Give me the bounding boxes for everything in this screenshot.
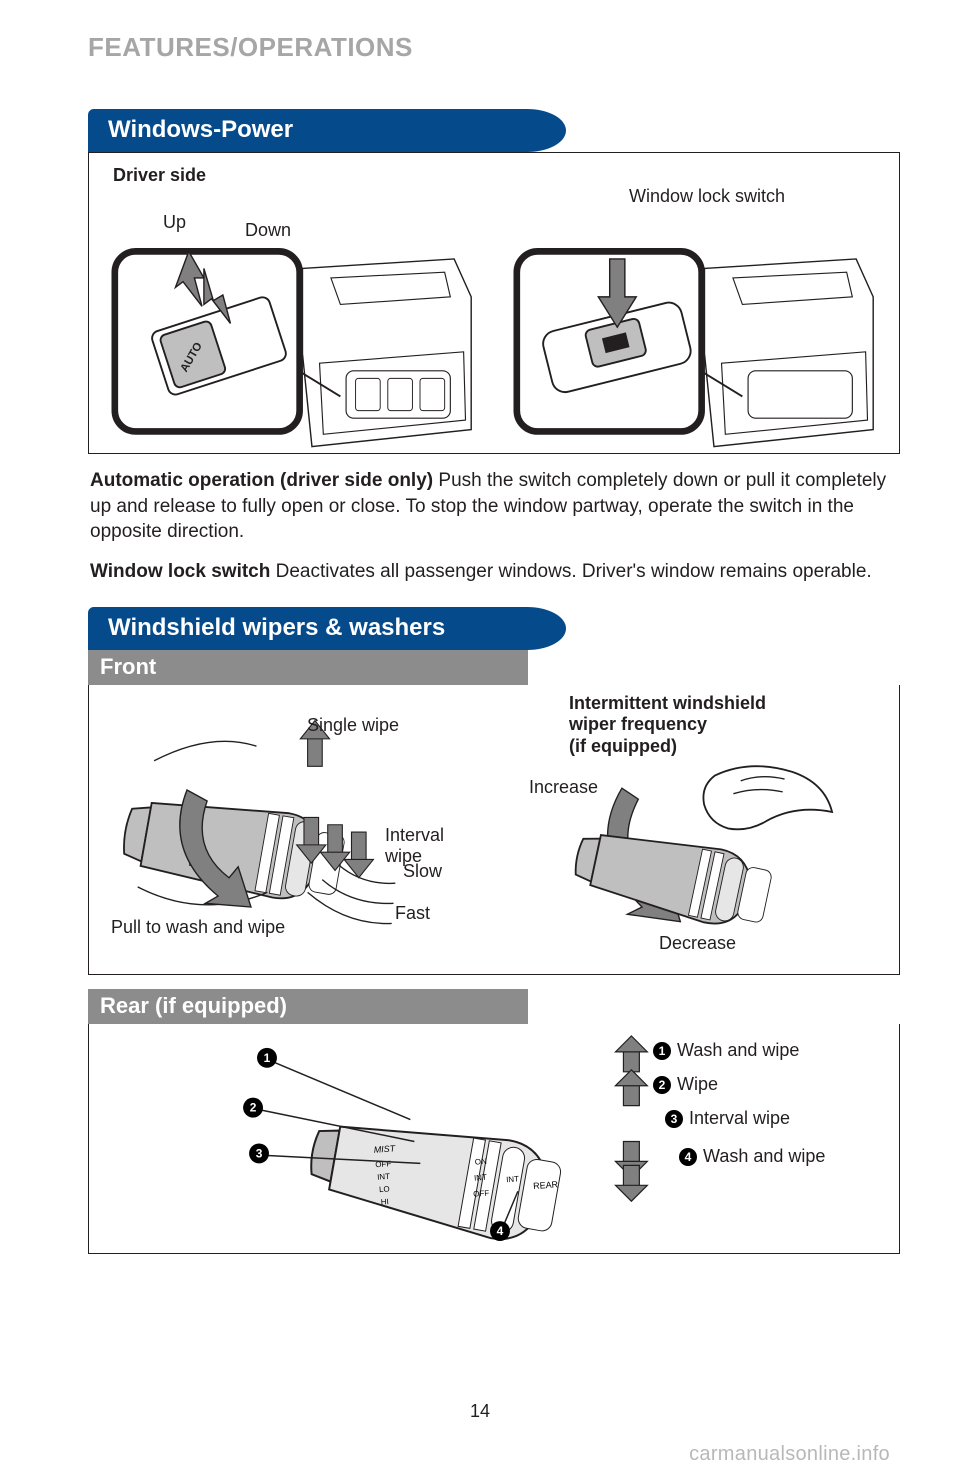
label-single-wipe: Single wipe bbox=[307, 715, 399, 736]
diagram-wiper-frequency: Intermittent windshield wiper frequency … bbox=[509, 695, 881, 960]
diagram-frame-windows: Driver side bbox=[88, 152, 900, 454]
diagram-frame-rear-wipers: MIST OFF INT LO HI ON INT OFF INT REAR 1 bbox=[88, 1024, 900, 1254]
watermark: carmanualsonline.info bbox=[689, 1443, 890, 1466]
diagram-wiper-stalk-front: MIST OFF INT LO bbox=[107, 695, 479, 960]
page-number: 14 bbox=[0, 1401, 960, 1422]
label-slow: Slow bbox=[403, 861, 442, 882]
svg-text:INT: INT bbox=[377, 1171, 391, 1181]
svg-text:MIST: MIST bbox=[373, 1143, 396, 1155]
svg-text:4: 4 bbox=[497, 1224, 504, 1238]
label-fast: Fast bbox=[395, 903, 430, 924]
svg-text:2: 2 bbox=[250, 1100, 257, 1114]
svg-text:1: 1 bbox=[264, 1050, 271, 1064]
svg-text:OFF: OFF bbox=[473, 1188, 490, 1198]
page-header: FEATURES/OPERATIONS bbox=[88, 32, 900, 63]
label-up: Up bbox=[163, 212, 186, 233]
tab-front: Front bbox=[88, 650, 528, 685]
svg-text:INT: INT bbox=[506, 1174, 520, 1184]
frame-label-driver-side: Driver side bbox=[113, 165, 881, 186]
section-title-wipers: Windshield wipers & washers bbox=[88, 607, 566, 650]
bullet-3-icon: 3 bbox=[665, 1110, 683, 1128]
svg-text:INT: INT bbox=[474, 1172, 488, 1182]
svg-text:REAR: REAR bbox=[533, 1179, 559, 1191]
paragraph-auto-operation: Automatic operation (driver side only) P… bbox=[90, 468, 898, 545]
svg-text:LO: LO bbox=[379, 1184, 390, 1194]
bullet-2-icon: 2 bbox=[653, 1076, 671, 1094]
label-down: Down bbox=[245, 220, 291, 241]
svg-text:HI: HI bbox=[381, 1197, 390, 1207]
legend-1: 1Wash and wipe bbox=[653, 1040, 799, 1061]
label-pull-wash: Pull to wash and wipe bbox=[111, 917, 285, 938]
section-title-windows-power: Windows-Power bbox=[88, 109, 566, 152]
svg-text:3: 3 bbox=[256, 1146, 263, 1160]
label-window-lock-switch: Window lock switch bbox=[629, 186, 785, 207]
diagram-window-switch: AUTO Up Down bbox=[107, 192, 479, 468]
paragraph-window-lock: Window lock switch Deactivates all passe… bbox=[90, 559, 898, 585]
tab-rear: Rear (if equipped) bbox=[88, 989, 528, 1024]
diagram-window-lock: Window lock switch bbox=[509, 192, 881, 468]
bullet-1-icon: 1 bbox=[653, 1042, 671, 1060]
diagram-frame-front-wipers: MIST OFF INT LO bbox=[88, 685, 900, 975]
legend-2: 2Wipe bbox=[653, 1074, 718, 1095]
legend-3: 3Interval wipe bbox=[665, 1108, 790, 1129]
legend-4: 4Wash and wipe bbox=[679, 1146, 825, 1167]
bullet-4-icon: 4 bbox=[679, 1148, 697, 1166]
svg-text:ON: ON bbox=[475, 1156, 488, 1166]
